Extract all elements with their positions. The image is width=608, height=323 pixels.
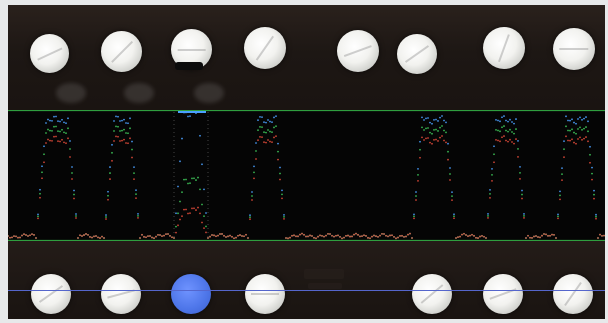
pill-score-line xyxy=(343,45,373,57)
pill-score-line xyxy=(251,293,279,295)
bottom-pill-2 xyxy=(101,274,141,314)
waveform-plot xyxy=(8,110,605,241)
bottom-pill-6 xyxy=(412,274,452,314)
marker-line xyxy=(8,290,605,291)
empty-slot xyxy=(308,283,342,289)
pill-score-line xyxy=(404,45,430,63)
top-pill-7 xyxy=(483,27,525,69)
top-pill-8 xyxy=(553,28,595,70)
bottom-pill-8 xyxy=(553,274,593,314)
pill-score-line xyxy=(38,285,64,303)
pill-score-line xyxy=(255,35,275,61)
empty-slot xyxy=(304,269,344,279)
pill-score-line xyxy=(177,48,206,51)
bottom-blister-row xyxy=(8,241,605,319)
pill-score-line xyxy=(420,284,444,304)
pill-score-line xyxy=(36,46,63,61)
top-pill-3 xyxy=(171,29,212,70)
line-scan-waveform-panel xyxy=(8,110,605,241)
pill-score-line xyxy=(498,33,510,63)
bottom-pill-1 xyxy=(31,274,71,314)
top-pill-1 xyxy=(30,34,69,73)
pill-score-line xyxy=(110,40,133,63)
bottom-pill-3-blue xyxy=(171,274,211,314)
trace-r xyxy=(8,135,605,240)
top-pill-4 xyxy=(244,27,286,69)
ghost-reflection xyxy=(124,83,154,103)
bottom-pill-4 xyxy=(245,274,285,314)
inspection-image-frame xyxy=(8,5,605,319)
bottom-pill-7 xyxy=(483,274,523,314)
top-pill-5 xyxy=(337,30,379,72)
top-blister-row xyxy=(8,5,605,110)
trace-b xyxy=(8,111,605,240)
dark-mark xyxy=(175,62,203,70)
top-pill-6 xyxy=(397,34,437,74)
ghost-reflection xyxy=(194,83,224,103)
ghost-reflection xyxy=(56,83,86,103)
pill-score-line xyxy=(564,281,582,307)
pill-score-line xyxy=(559,48,589,50)
trace-g xyxy=(8,125,605,240)
top-pill-2 xyxy=(101,31,142,72)
